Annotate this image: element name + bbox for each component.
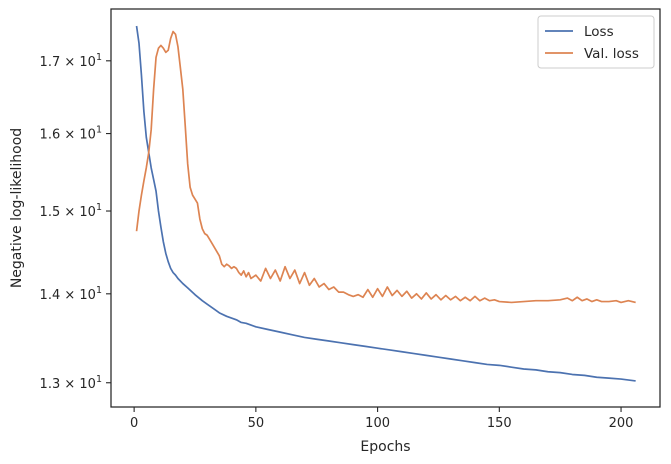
x-tick-label: 0	[130, 416, 138, 431]
y-tick-base: 10	[79, 377, 96, 392]
y-tick-exponent: 1	[96, 285, 102, 296]
y-axis-title: Negative log-likelihood	[9, 128, 25, 288]
y-tick-label: 1.7 × 101	[40, 52, 102, 70]
x-tick-label: 150	[487, 416, 512, 431]
legend: Loss Val. loss	[537, 15, 655, 69]
y-tick-times: ×	[60, 288, 79, 303]
plot-frame	[110, 8, 661, 408]
y-tick-times: ×	[60, 205, 79, 220]
y-tick-label: 1.5 × 101	[40, 202, 102, 220]
legend-box	[537, 15, 655, 69]
y-tick-mantissa: 1.3	[40, 377, 61, 392]
series-layer	[135, 25, 636, 382]
x-tick-label: 50	[248, 416, 265, 431]
legend-label-1: Val. loss	[584, 46, 639, 62]
y-tick-base: 10	[79, 288, 96, 303]
y-tick-label: 1.6 × 101	[40, 125, 102, 143]
y-tick-exponent: 1	[96, 202, 102, 213]
legend-label-0: Loss	[584, 24, 614, 40]
x-tick-label: 200	[609, 416, 634, 431]
x-axis-title: Epochs	[360, 439, 410, 455]
x-tick-label: 100	[365, 416, 390, 431]
y-tick-mantissa: 1.6	[40, 128, 61, 143]
y-tick-base: 10	[79, 205, 96, 220]
y-tick-mantissa: 1.5	[40, 205, 61, 220]
y-tick-times: ×	[60, 377, 79, 392]
y-tick-label: 1.3 × 101	[40, 374, 102, 392]
y-tick-base: 10	[79, 128, 96, 143]
y-tick-exponent: 1	[96, 52, 102, 63]
y-tick-times: ×	[60, 128, 79, 143]
y-tick-exponent: 1	[96, 374, 102, 385]
y-tick-times: ×	[60, 55, 79, 70]
y-tick-label: 1.4 × 101	[40, 285, 102, 303]
y-tick-base: 10	[79, 55, 96, 70]
series-line-0	[135, 25, 636, 382]
y-tick-exponent: 1	[96, 125, 102, 136]
y-tick-mantissa: 1.7	[40, 55, 61, 70]
series-line-1	[135, 30, 636, 304]
y-tick-mantissa: 1.4	[40, 288, 61, 303]
